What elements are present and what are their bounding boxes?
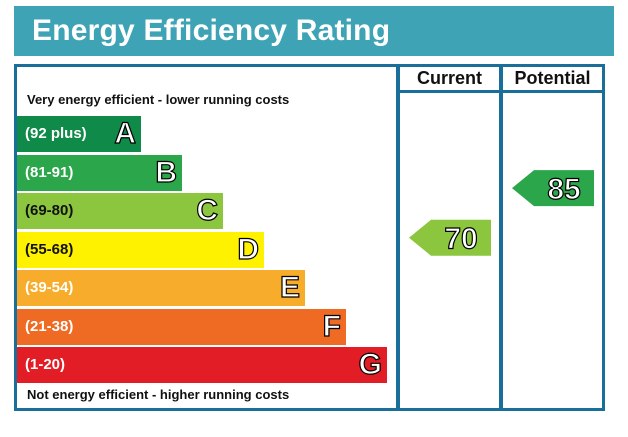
band-letter-label: B: [155, 155, 178, 189]
column-divider: [499, 64, 503, 411]
current-rating-arrow: 70: [409, 219, 491, 256]
band-b: (81-91) B: [17, 154, 182, 191]
potential-rating-arrow-shape: [512, 170, 594, 207]
band-range-label: (39-54): [25, 279, 74, 296]
band-letter-label: A: [114, 116, 137, 150]
bottom-note: Not energy efficient - higher running co…: [27, 387, 290, 402]
band-range-label: (92 plus): [25, 125, 87, 142]
potential-rating-arrow: 85: [512, 170, 594, 207]
band-f: (21-38) F: [17, 308, 346, 345]
current-rating-arrow-shape: [409, 219, 491, 256]
title-bar: Energy Efficiency Rating: [14, 6, 614, 56]
band-range-label: (1-20): [25, 356, 66, 373]
current-column-left-border: [396, 64, 400, 411]
band-letter-label: G: [358, 347, 383, 381]
band-e: (39-54) E: [17, 270, 305, 306]
potential-rating-arrow-value: 85: [547, 173, 580, 206]
band-letter-label: E: [279, 270, 300, 304]
band-letter-label: D: [237, 232, 260, 266]
band-range-label: (21-38): [25, 317, 74, 335]
chart-frame: [14, 64, 605, 411]
current-column-header: Current: [416, 68, 482, 88]
band-range-label: (81-91): [25, 163, 74, 181]
potential-column-header: Potential: [514, 68, 591, 88]
band-range-label: (55-68): [25, 240, 74, 258]
current-rating-arrow-value: 70: [444, 223, 477, 256]
band-a: (92 plus) A: [17, 116, 141, 152]
band-c: (69-80) C: [17, 193, 223, 229]
column-header-rule: [396, 90, 605, 93]
band-g: (1-20) G: [17, 347, 387, 383]
chart-title: Energy Efficiency Rating: [32, 14, 391, 47]
band-range-label: (69-80): [25, 202, 74, 219]
band-d: (55-68) D: [17, 231, 264, 268]
band-letter-label: C: [196, 193, 219, 227]
band-letter-label: F: [322, 309, 342, 343]
top-note: Very energy efficient - lower running co…: [27, 92, 290, 107]
